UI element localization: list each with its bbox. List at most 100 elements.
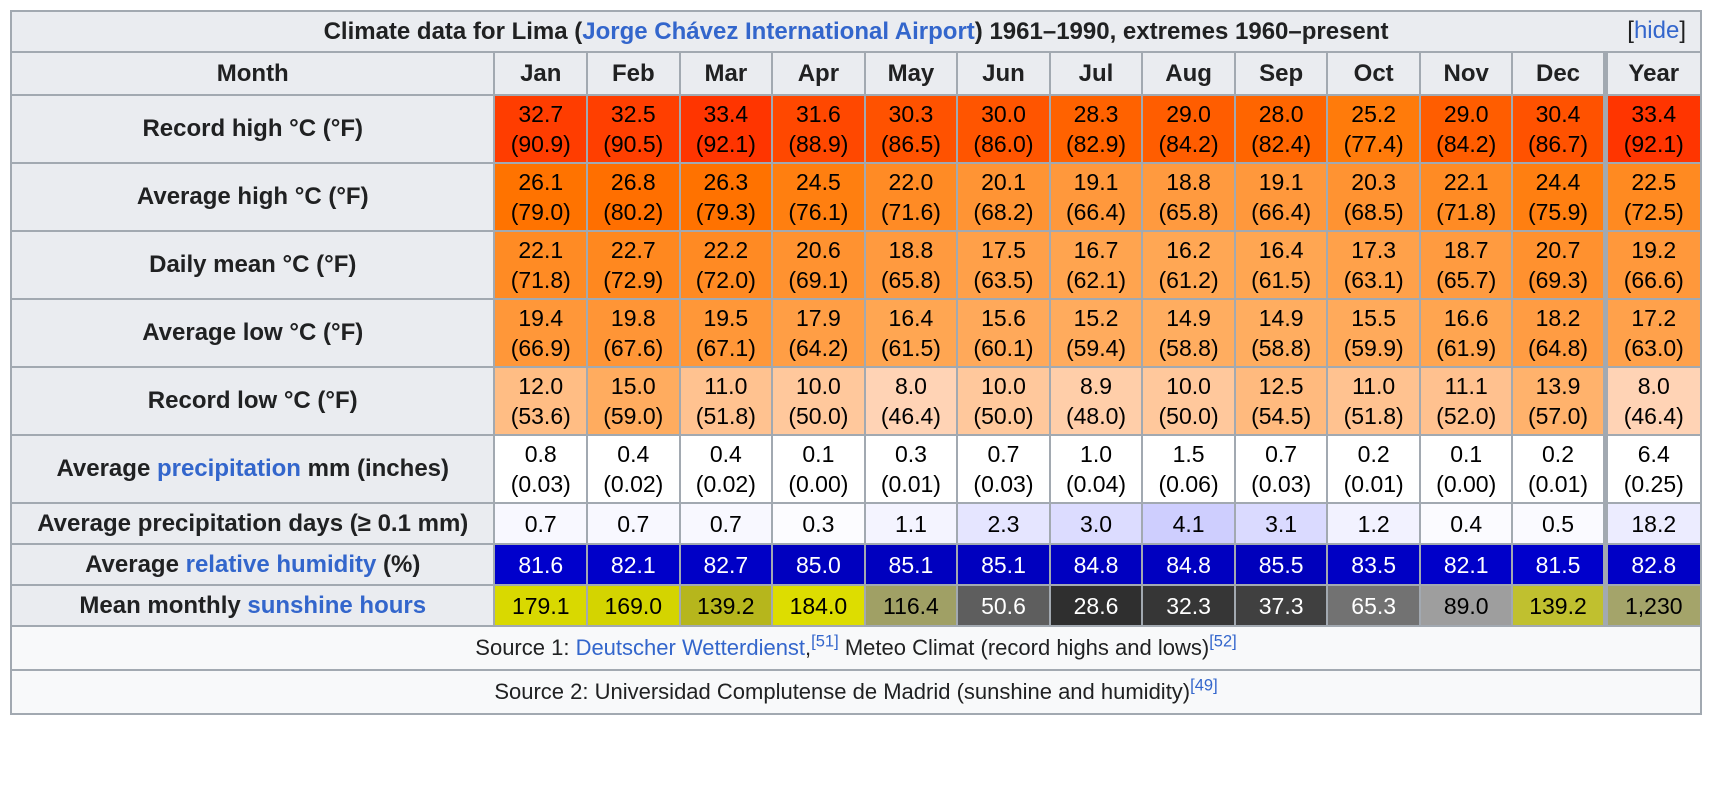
cell-value-imperial: (0.03) [1251,471,1312,497]
cell-value-imperial: (63.5) [973,267,1034,293]
cell-value: 15.5 [1351,305,1397,331]
data-cell: 2.3 [956,502,1051,545]
data-cell: 30.0 (86.0) [956,94,1051,164]
ref-49-link[interactable]: [49] [1190,676,1218,695]
cell-value: 11.1 [1444,373,1488,399]
ref-51-link[interactable]: [51] [811,632,839,651]
cell-value: 26.8 [610,169,656,195]
cell-value-imperial: (84.2) [1158,131,1219,157]
year-cell: 17.2 (63.0) [1602,298,1702,368]
row-header-link[interactable]: relative humidity [185,550,377,578]
row-header-prefix: Average [85,550,186,578]
table-row: Average high °C (°F) 26.1 (79.0) 26.8 (80.2)… [9,162,1702,232]
data-cell: 29.0 (84.2) [1418,94,1514,164]
data-cell: 8.0 (46.4) [863,366,959,436]
data-cell: 139.2 [1511,584,1607,627]
cell-value-imperial: (88.9) [788,131,849,157]
data-cell: 22.0 (71.6) [863,162,959,232]
table-row: Average precipitation days (≥ 0.1 mm) 0.7… [9,502,1702,545]
cell-value-imperial: (0.04) [1065,471,1127,497]
table-row: Record low °C (°F) 12.0 (53.6) 15.0 (59.0) 11… [9,366,1702,436]
data-cell: 0.2 (0.01) [1326,434,1421,504]
cell-value: 18.2 [1535,305,1581,331]
data-cell: 0.7 [493,502,589,545]
hide-link[interactable]: hide [1633,17,1680,44]
cell-value-imperial: (66.4) [1251,199,1312,225]
data-cell: 20.7 (69.3) [1511,230,1607,300]
data-cell: 22.1 (71.8) [493,230,589,300]
cell-value: 20.1 [981,169,1026,195]
cell-value-imperial: (66.4) [1065,199,1127,225]
cell-value-imperial: (68.5) [1343,199,1404,225]
data-cell: 10.0 (50.0) [1141,366,1236,436]
data-cell: 12.5 (54.5) [1233,366,1329,436]
cell-value: 0.2 [1542,441,1574,467]
cell-value: 11.0 [704,373,748,399]
data-cell: 11.1 (52.0) [1418,366,1514,436]
cell-value-imperial: (75.9) [1527,199,1589,225]
cell-value: 25.2 [1351,101,1397,127]
data-cell: 16.6 (61.9) [1418,298,1514,368]
cell-value: 32.3 [1166,592,1211,619]
month-header-cell: Dec [1511,51,1607,96]
cell-value: 24.5 [796,169,841,195]
row-header-link[interactable]: precipitation [156,455,301,482]
data-cell: 11.0 (51.8) [1326,366,1421,436]
cell-value: 81.6 [518,551,564,578]
data-cell: 12.0 (53.6) [493,366,589,436]
cell-value-imperial: (53.6) [510,403,571,429]
dwd-link[interactable]: Deutscher Wetterdienst [575,635,806,660]
cell-value: 30.3 [888,101,934,127]
cell-value: 19.4 [518,305,564,331]
cell-value-imperial: (64.2) [788,335,849,361]
table-row: Record high °C (°F) 32.7 (90.9) 32.5 (90.5) 3… [9,94,1702,164]
cell-value-imperial: (0.06) [1158,471,1219,497]
cell-value: 2.3 [987,510,1020,537]
row-header: Average low °C (°F) [9,298,496,368]
cell-value: 20.6 [796,237,841,263]
data-cell: 31.6 (88.9) [771,94,866,164]
data-cell: 0.3 (0.01) [863,434,959,504]
row-header-link[interactable]: sunshine hours [247,591,427,619]
cell-value: 82.1 [1443,551,1489,578]
cell-value: 65.3 [1351,592,1397,619]
cell-value-imperial: (79.0) [510,199,571,225]
data-cell: 84.8 [1048,543,1144,586]
cell-value-imperial: (59.9) [1343,335,1404,361]
airport-link[interactable]: Jorge Chávez International Airport [582,17,975,45]
data-cell: 28.6 [1048,584,1144,627]
data-cell: 82.7 [678,543,774,586]
source-2: Source 2: Universidad Complutense de Mad… [10,669,1702,715]
cell-value-imperial: (86.0) [973,131,1034,157]
cell-value-imperial: (59.4) [1065,335,1127,361]
year-header: Year [1602,51,1702,96]
row-header: Average precipitation days (≥ 0.1 mm) [9,502,496,545]
ref-52-link[interactable]: [52] [1209,632,1237,651]
cell-value: 82.8 [1631,551,1677,578]
data-cell: 85.1 [956,543,1051,586]
data-cell: 81.5 [1511,543,1607,586]
data-cell: 18.8 (65.8) [1141,162,1236,232]
row-header: Record high °C (°F) [9,94,496,164]
source-1-comma: , [805,635,812,660]
cell-value: 16.4 [1258,237,1304,263]
cell-value: 18.8 [888,237,934,263]
cell-value: 0.4 [1450,510,1483,537]
data-cell: 0.7 (0.03) [956,434,1051,504]
data-cell: 15.6 (60.1) [956,298,1051,368]
data-cell: 179.1 [493,584,589,627]
cell-value: 116.4 [883,592,939,619]
cell-value: 16.2 [1166,237,1211,263]
cell-value: 10.0 [981,373,1026,399]
cell-value: 12.0 [518,373,564,399]
data-cell: 0.2 (0.01) [1511,434,1607,504]
cell-value-imperial: (58.8) [1158,335,1219,361]
data-cell: 50.6 [956,584,1051,627]
data-cell: 1.1 [863,502,959,545]
year-cell: 1,230 [1602,584,1702,627]
cell-value: 12.5 [1258,373,1304,399]
cell-value-imperial: (90.9) [510,131,571,157]
data-cell: 82.1 [586,543,681,586]
source-2-text: Source 2: Universidad Complutense de Mad… [494,679,1191,704]
row-header: Average relative humidity (%) [9,543,496,586]
